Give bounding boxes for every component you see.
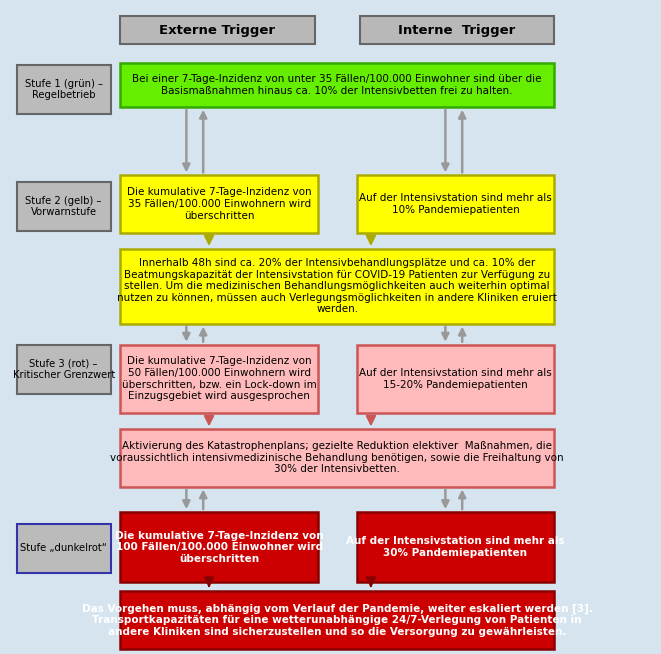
Text: Stufe 3 (rot) –
Kritischer Grenzwert: Stufe 3 (rot) – Kritischer Grenzwert (13, 358, 115, 380)
Text: Stufe „dunkelrot“: Stufe „dunkelrot“ (20, 543, 107, 553)
FancyBboxPatch shape (17, 345, 110, 394)
FancyBboxPatch shape (357, 345, 554, 413)
FancyBboxPatch shape (120, 512, 318, 582)
Text: Auf der Intensivstation sind mehr als
10% Pandemiepatienten: Auf der Intensivstation sind mehr als 10… (359, 193, 552, 215)
Text: Auf der Intensivstation sind mehr als
30% Pandemiepatienten: Auf der Intensivstation sind mehr als 30… (346, 536, 564, 558)
Text: Externe Trigger: Externe Trigger (159, 24, 276, 37)
FancyBboxPatch shape (120, 175, 318, 233)
Text: Innerhalb 48h sind ca. 20% der Intensivbehandlungsplätze und ca. 10% der
Beatmun: Innerhalb 48h sind ca. 20% der Intensivb… (117, 258, 557, 315)
FancyBboxPatch shape (120, 591, 554, 649)
Text: Interne  Trigger: Interne Trigger (399, 24, 516, 37)
Text: Stufe 1 (grün) –
Regelbetrieb: Stufe 1 (grün) – Regelbetrieb (24, 78, 102, 100)
FancyBboxPatch shape (357, 512, 554, 582)
FancyBboxPatch shape (357, 175, 554, 233)
FancyBboxPatch shape (120, 249, 554, 324)
Text: Stufe 2 (gelb) –
Vorwarnstufe: Stufe 2 (gelb) – Vorwarnstufe (26, 196, 102, 217)
FancyBboxPatch shape (120, 63, 554, 107)
FancyBboxPatch shape (120, 429, 554, 487)
Text: Die kumulative 7-Tage-Inzidenz von
100 Fällen/100.000 Einwohner wird
überschritt: Die kumulative 7-Tage-Inzidenz von 100 F… (115, 530, 323, 564)
Text: Bei einer 7-Tage-Inzidenz von unter 35 Fällen/100.000 Einwohner sind über die
Ba: Bei einer 7-Tage-Inzidenz von unter 35 F… (132, 74, 542, 95)
Text: Das Vorgehen muss, abhängig vom Verlauf der Pandemie, weiter eskaliert werden [3: Das Vorgehen muss, abhängig vom Verlauf … (82, 604, 593, 637)
FancyBboxPatch shape (17, 524, 110, 573)
FancyBboxPatch shape (17, 65, 110, 114)
Text: Die kumulative 7-Tage-Inzidenz von
35 Fällen/100.000 Einwohnern wird
überschritt: Die kumulative 7-Tage-Inzidenz von 35 Fä… (127, 187, 311, 220)
FancyBboxPatch shape (120, 345, 318, 413)
FancyBboxPatch shape (120, 16, 315, 44)
Text: Aktivierung des Katastrophenplans; gezielte Reduktion elektiver  Maßnahmen, die
: Aktivierung des Katastrophenplans; gezie… (110, 441, 564, 475)
Text: Auf der Intensivstation sind mehr als
15-20% Pandemiepatienten: Auf der Intensivstation sind mehr als 15… (359, 368, 552, 390)
FancyBboxPatch shape (360, 16, 554, 44)
FancyBboxPatch shape (17, 182, 110, 231)
Text: Die kumulative 7-Tage-Inzidenz von
50 Fällen/100.000 Einwohnern wird
überschritt: Die kumulative 7-Tage-Inzidenz von 50 Fä… (122, 356, 317, 401)
